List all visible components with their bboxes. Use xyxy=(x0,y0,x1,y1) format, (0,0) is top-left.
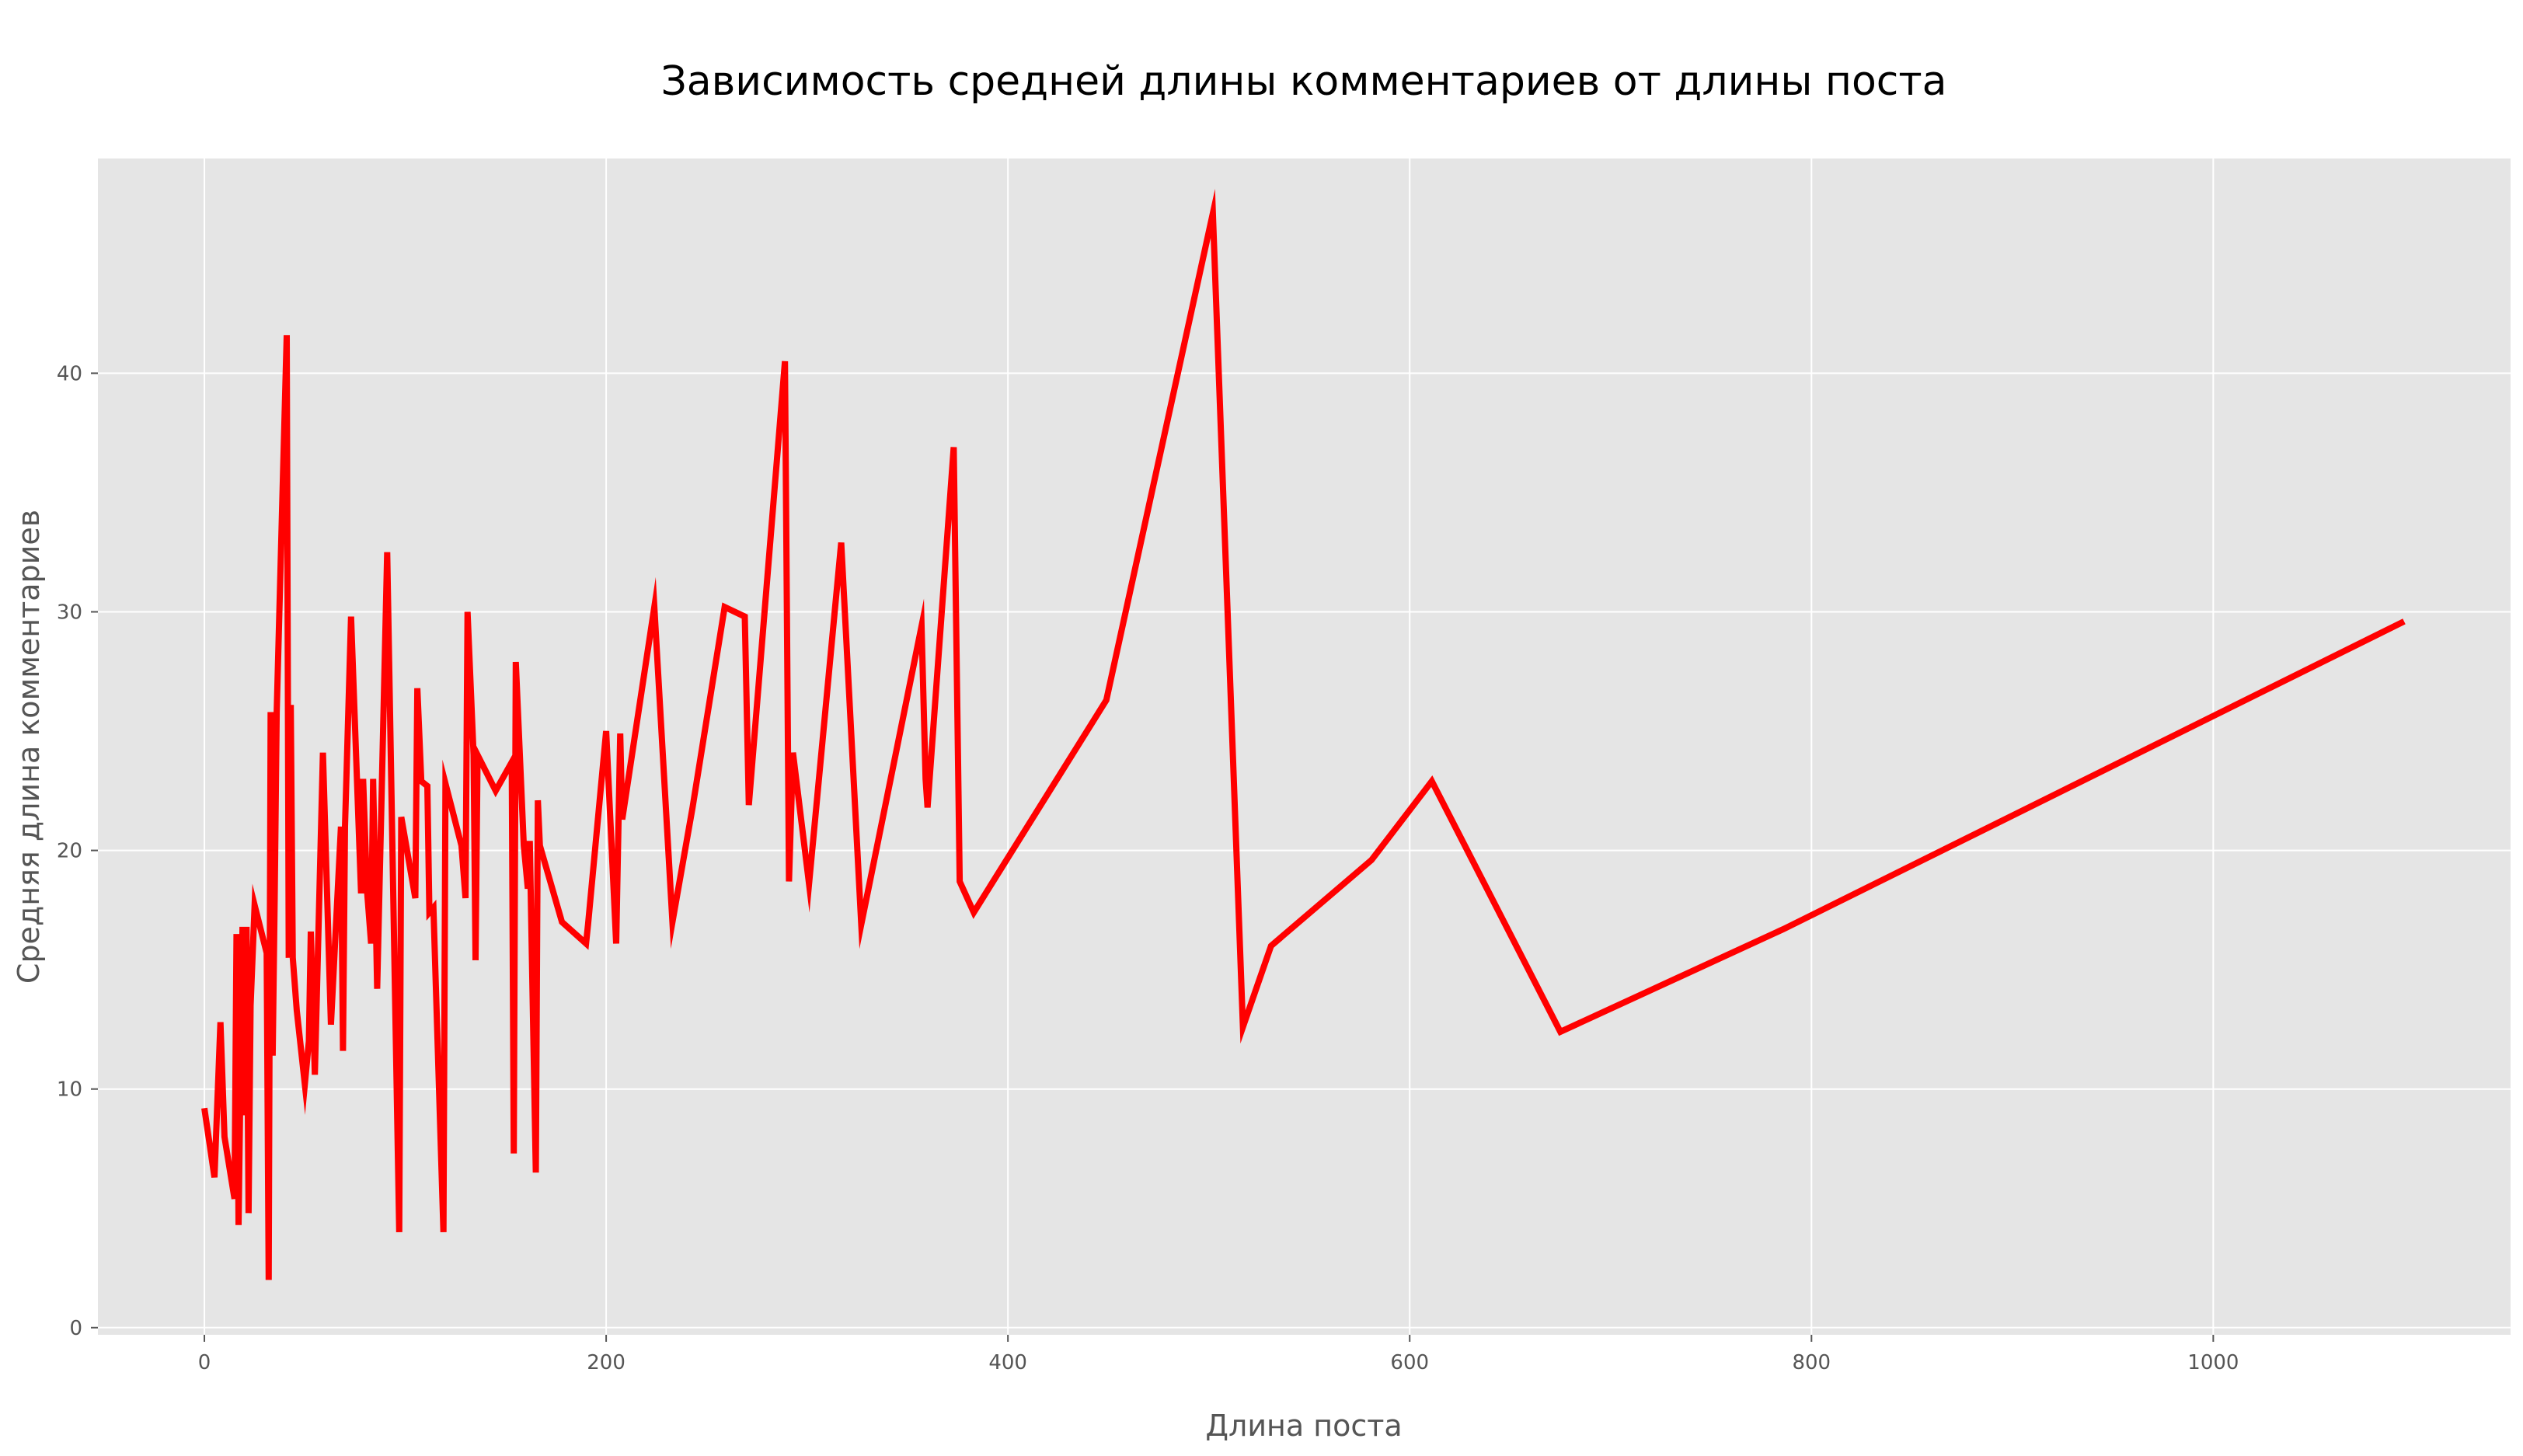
y-tick-label: 30 xyxy=(57,601,82,624)
x-tick-label: 1000 xyxy=(2187,1351,2239,1374)
x-tick-label: 800 xyxy=(1792,1351,1831,1374)
y-axis-label: Средняя длина комментариев xyxy=(12,510,46,984)
y-tick-label: 10 xyxy=(57,1078,82,1102)
x-tick-label: 400 xyxy=(988,1351,1027,1374)
x-tick-label: 600 xyxy=(1390,1351,1429,1374)
x-tick-label: 0 xyxy=(198,1351,211,1374)
y-tick-label: 0 xyxy=(69,1317,82,1340)
y-tick-label: 20 xyxy=(57,840,82,863)
y-tick-label: 40 xyxy=(57,362,82,385)
x-tick-label: 200 xyxy=(587,1351,626,1374)
chart-title: Зависимость средней длины комментариев о… xyxy=(660,58,1946,105)
grid xyxy=(98,158,2511,1335)
x-axis-label: Длина поста xyxy=(1205,1409,1402,1443)
series-line xyxy=(201,188,2406,1280)
plot-area xyxy=(98,158,2511,1335)
ticks: 0 200 400 600 800 1000 0 10 20 30 40 xyxy=(57,362,2239,1374)
series-layer xyxy=(201,188,2406,1280)
